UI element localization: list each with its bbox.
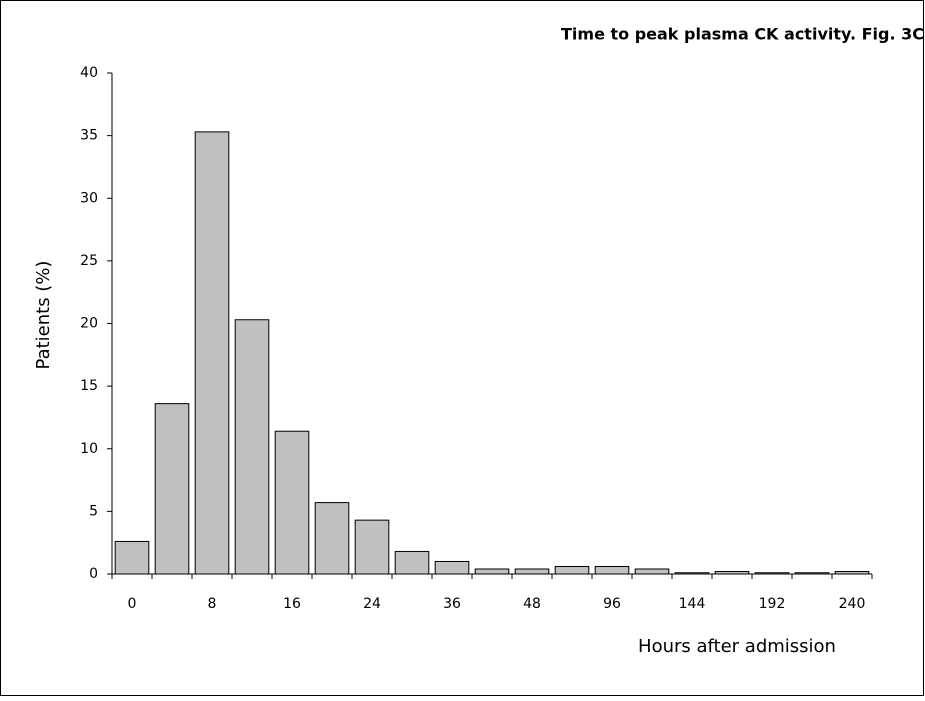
bar — [674, 572, 710, 575]
y-tick-label: 5 — [89, 503, 98, 519]
y-tick-label: 30 — [80, 190, 98, 206]
x-tick-label: 8 — [208, 596, 217, 612]
bar — [234, 319, 270, 575]
x-tick-label: 24 — [363, 596, 381, 612]
bar — [834, 570, 870, 575]
y-tick-label: 40 — [80, 65, 98, 81]
x-tick-label: 48 — [523, 596, 541, 612]
x-tick-label: 36 — [443, 596, 461, 612]
bar — [314, 502, 350, 575]
y-tick-label: 0 — [89, 566, 98, 582]
bar — [394, 550, 430, 575]
x-tick-label: 144 — [679, 596, 706, 612]
bar — [194, 131, 230, 575]
bar — [274, 430, 310, 575]
bar — [474, 568, 510, 575]
x-tick-label: 240 — [839, 596, 866, 612]
y-axis-title: Patients (%) — [33, 261, 54, 370]
x-axis-title: Hours after admission — [638, 636, 836, 657]
x-tick-label: 96 — [603, 596, 621, 612]
x-tick-label: 16 — [283, 596, 301, 612]
bar — [754, 572, 790, 575]
bar — [354, 519, 390, 575]
x-tick-label: 0 — [128, 596, 137, 612]
y-tick-label: 35 — [80, 128, 98, 144]
bar — [634, 568, 670, 575]
y-tick-label: 25 — [80, 253, 98, 269]
y-tick-label: 15 — [80, 378, 98, 394]
bar — [594, 565, 630, 575]
chart-title: Time to peak plasma CK activity. Fig. 3C — [561, 25, 924, 44]
bar — [154, 403, 190, 575]
y-tick-label: 20 — [80, 316, 98, 332]
bar — [514, 568, 550, 575]
y-tick-label: 10 — [80, 441, 98, 457]
bar — [434, 560, 470, 575]
bar — [554, 565, 590, 575]
bar — [794, 572, 830, 575]
bar — [114, 540, 150, 575]
bar — [714, 570, 750, 575]
x-tick-label: 192 — [759, 596, 786, 612]
